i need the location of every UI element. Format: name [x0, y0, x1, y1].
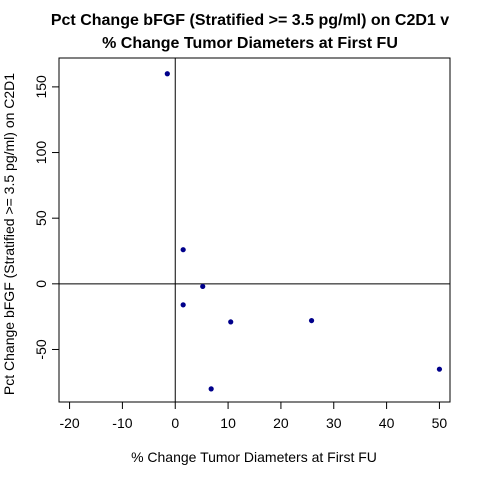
data-point	[180, 302, 186, 308]
chart-title-line-1: Pct Change bFGF (Stratified >= 3.5 pg/ml…	[51, 12, 449, 29]
data-point	[208, 386, 214, 392]
x-tick-label: 30	[326, 415, 342, 431]
data-point	[228, 319, 234, 325]
data-points	[164, 71, 443, 392]
reference-lines	[59, 58, 450, 402]
plot-frame	[58, 57, 451, 403]
y-tick-label: 150	[33, 75, 49, 99]
x-tick-label: -10	[112, 415, 132, 431]
x-axis: -20 -10 0 10 20 30 40 50	[59, 401, 448, 431]
x-axis-label: % Change Tumor Diameters at First FU	[131, 449, 377, 465]
data-point	[436, 366, 443, 372]
y-tick-label: 50	[33, 210, 49, 226]
x-tick-label: -20	[59, 415, 79, 431]
y-tick-label: 0	[33, 280, 49, 288]
x-tick-label: 0	[171, 415, 179, 431]
x-tick-label: 50	[432, 415, 448, 431]
data-point	[180, 247, 186, 253]
data-point	[164, 71, 170, 77]
y-tick-label: -50	[33, 339, 49, 359]
x-tick-label: 40	[379, 415, 395, 431]
y-axis: -50 0 50 100 150	[33, 75, 60, 360]
x-tick-label: 20	[273, 415, 289, 431]
y-tick-label: 100	[33, 141, 49, 165]
y-axis-label: Pct Change bFGF (Stratified >= 3.5 pg/ml…	[1, 73, 17, 395]
chart-title-line-2: % Change Tumor Diameters at First FU	[102, 35, 398, 52]
x-tick-label: 10	[220, 415, 236, 431]
data-point	[200, 283, 206, 290]
data-point	[308, 317, 315, 324]
